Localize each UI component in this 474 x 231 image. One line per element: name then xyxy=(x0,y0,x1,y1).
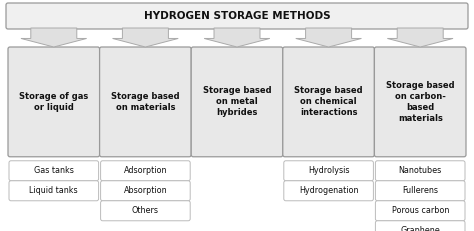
Polygon shape xyxy=(204,28,270,47)
FancyBboxPatch shape xyxy=(284,161,374,181)
FancyBboxPatch shape xyxy=(374,47,466,157)
FancyBboxPatch shape xyxy=(8,47,100,157)
Text: HYDROGEN STORAGE METHODS: HYDROGEN STORAGE METHODS xyxy=(144,11,330,21)
Polygon shape xyxy=(387,28,453,47)
Text: Others: Others xyxy=(132,206,159,215)
Text: Hydrolysis: Hydrolysis xyxy=(308,166,349,175)
Text: Fullerens: Fullerens xyxy=(402,186,438,195)
FancyBboxPatch shape xyxy=(100,181,190,201)
FancyBboxPatch shape xyxy=(283,47,374,157)
Text: Storage based
on materials: Storage based on materials xyxy=(111,92,180,112)
FancyBboxPatch shape xyxy=(284,181,374,201)
Text: Storage based
on carbon-
based
materials: Storage based on carbon- based materials xyxy=(386,81,455,123)
FancyBboxPatch shape xyxy=(6,3,468,29)
Polygon shape xyxy=(296,28,362,47)
FancyBboxPatch shape xyxy=(100,47,191,157)
Text: Storage based
on chemical
interactions: Storage based on chemical interactions xyxy=(294,86,363,118)
Text: Nanotubes: Nanotubes xyxy=(399,166,442,175)
Text: Hydrogenation: Hydrogenation xyxy=(299,186,358,195)
FancyBboxPatch shape xyxy=(375,181,465,201)
Text: Storage based
on metal
hybrides: Storage based on metal hybrides xyxy=(203,86,271,118)
FancyBboxPatch shape xyxy=(375,201,465,221)
FancyBboxPatch shape xyxy=(191,47,283,157)
Polygon shape xyxy=(112,28,178,47)
Text: Liquid tanks: Liquid tanks xyxy=(29,186,78,195)
Text: Adsorption: Adsorption xyxy=(124,166,167,175)
Text: Graphene: Graphene xyxy=(401,226,440,231)
FancyBboxPatch shape xyxy=(375,161,465,181)
FancyBboxPatch shape xyxy=(9,161,99,181)
FancyBboxPatch shape xyxy=(375,221,465,231)
FancyBboxPatch shape xyxy=(100,201,190,221)
Text: Gas tanks: Gas tanks xyxy=(34,166,74,175)
Text: Storage of gas
or liquid: Storage of gas or liquid xyxy=(19,92,89,112)
Polygon shape xyxy=(21,28,87,47)
Text: Absorption: Absorption xyxy=(124,186,167,195)
FancyBboxPatch shape xyxy=(9,181,99,201)
FancyBboxPatch shape xyxy=(100,161,190,181)
Text: Porous carbon: Porous carbon xyxy=(392,206,449,215)
